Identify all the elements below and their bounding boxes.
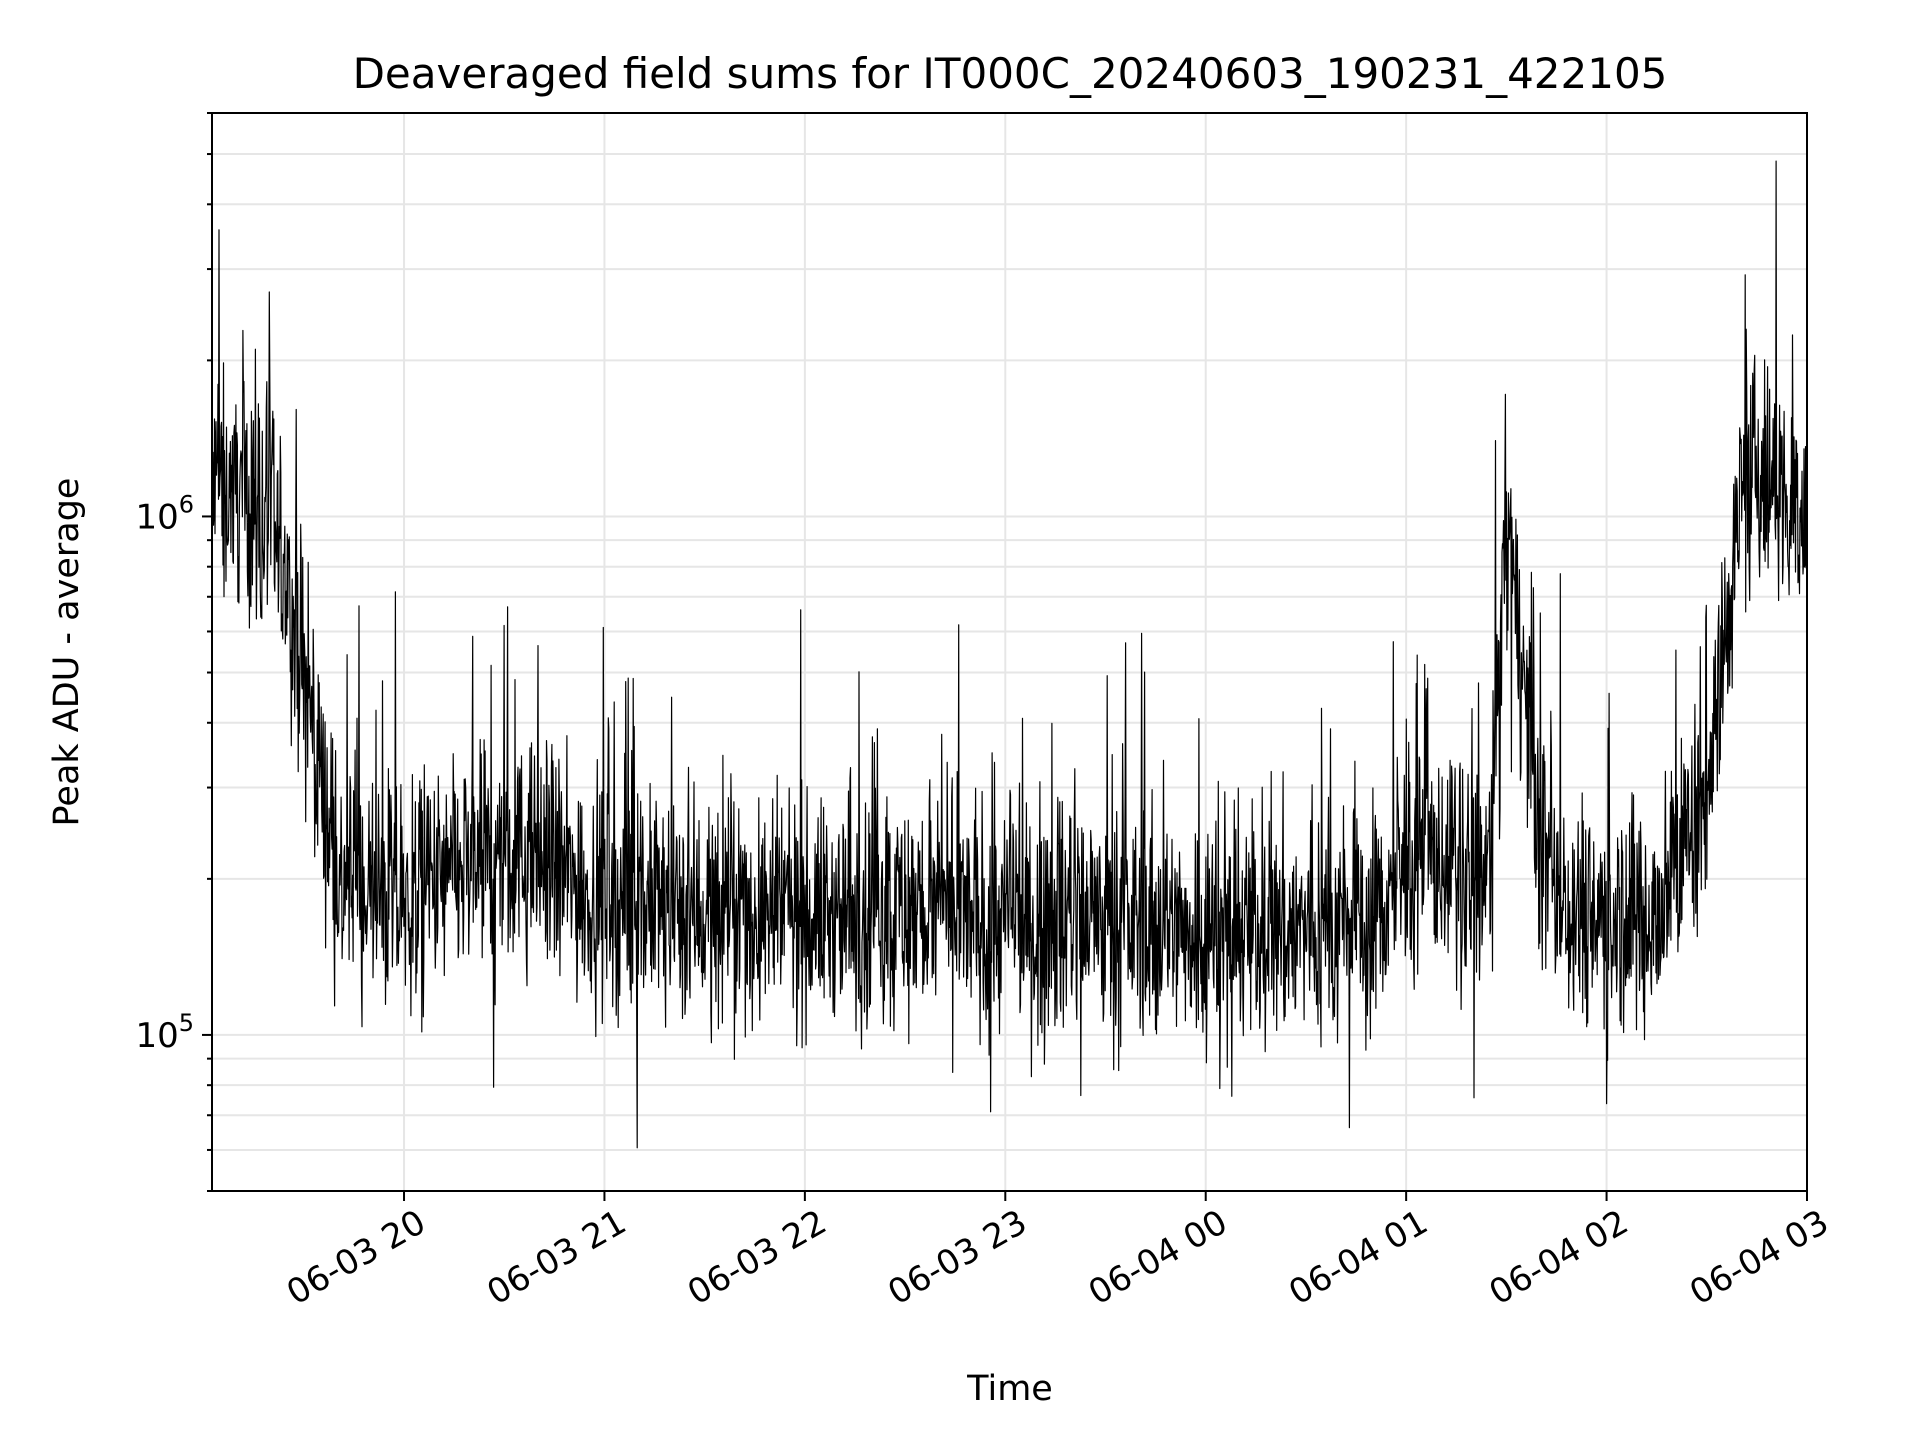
grid [212, 112, 1808, 1192]
x-tick-label: 06-04 01 [1282, 1202, 1434, 1313]
x-tick-label: 06-04 02 [1483, 1202, 1635, 1313]
series-line [212, 160, 1807, 1149]
y-axis-label: Peak ADU - average [47, 478, 87, 827]
y-tick-label: 106 [135, 490, 194, 537]
x-tick-label: 06-03 21 [481, 1202, 633, 1313]
y-tick-label: 105 [135, 1009, 194, 1056]
x-axis: 06-03 20 06-03 21 06-03 22 06-03 23 06-04 00… [280, 1191, 1836, 1313]
x-axis-label: Time [966, 1369, 1053, 1409]
x-tick-label: 06-03 20 [280, 1202, 432, 1313]
x-tick-label: 06-04 03 [1683, 1202, 1835, 1313]
x-tick-label: 06-03 23 [881, 1202, 1033, 1313]
x-tick-label: 06-04 00 [1082, 1202, 1234, 1313]
y-axis: 105 106 [135, 112, 212, 1192]
plot-frame [211, 112, 1808, 1192]
chart-title: Deaveraged field sums for IT000C_2024060… [353, 49, 1668, 98]
x-tick-label: 06-03 22 [681, 1202, 833, 1313]
plot-area [212, 160, 1807, 1149]
